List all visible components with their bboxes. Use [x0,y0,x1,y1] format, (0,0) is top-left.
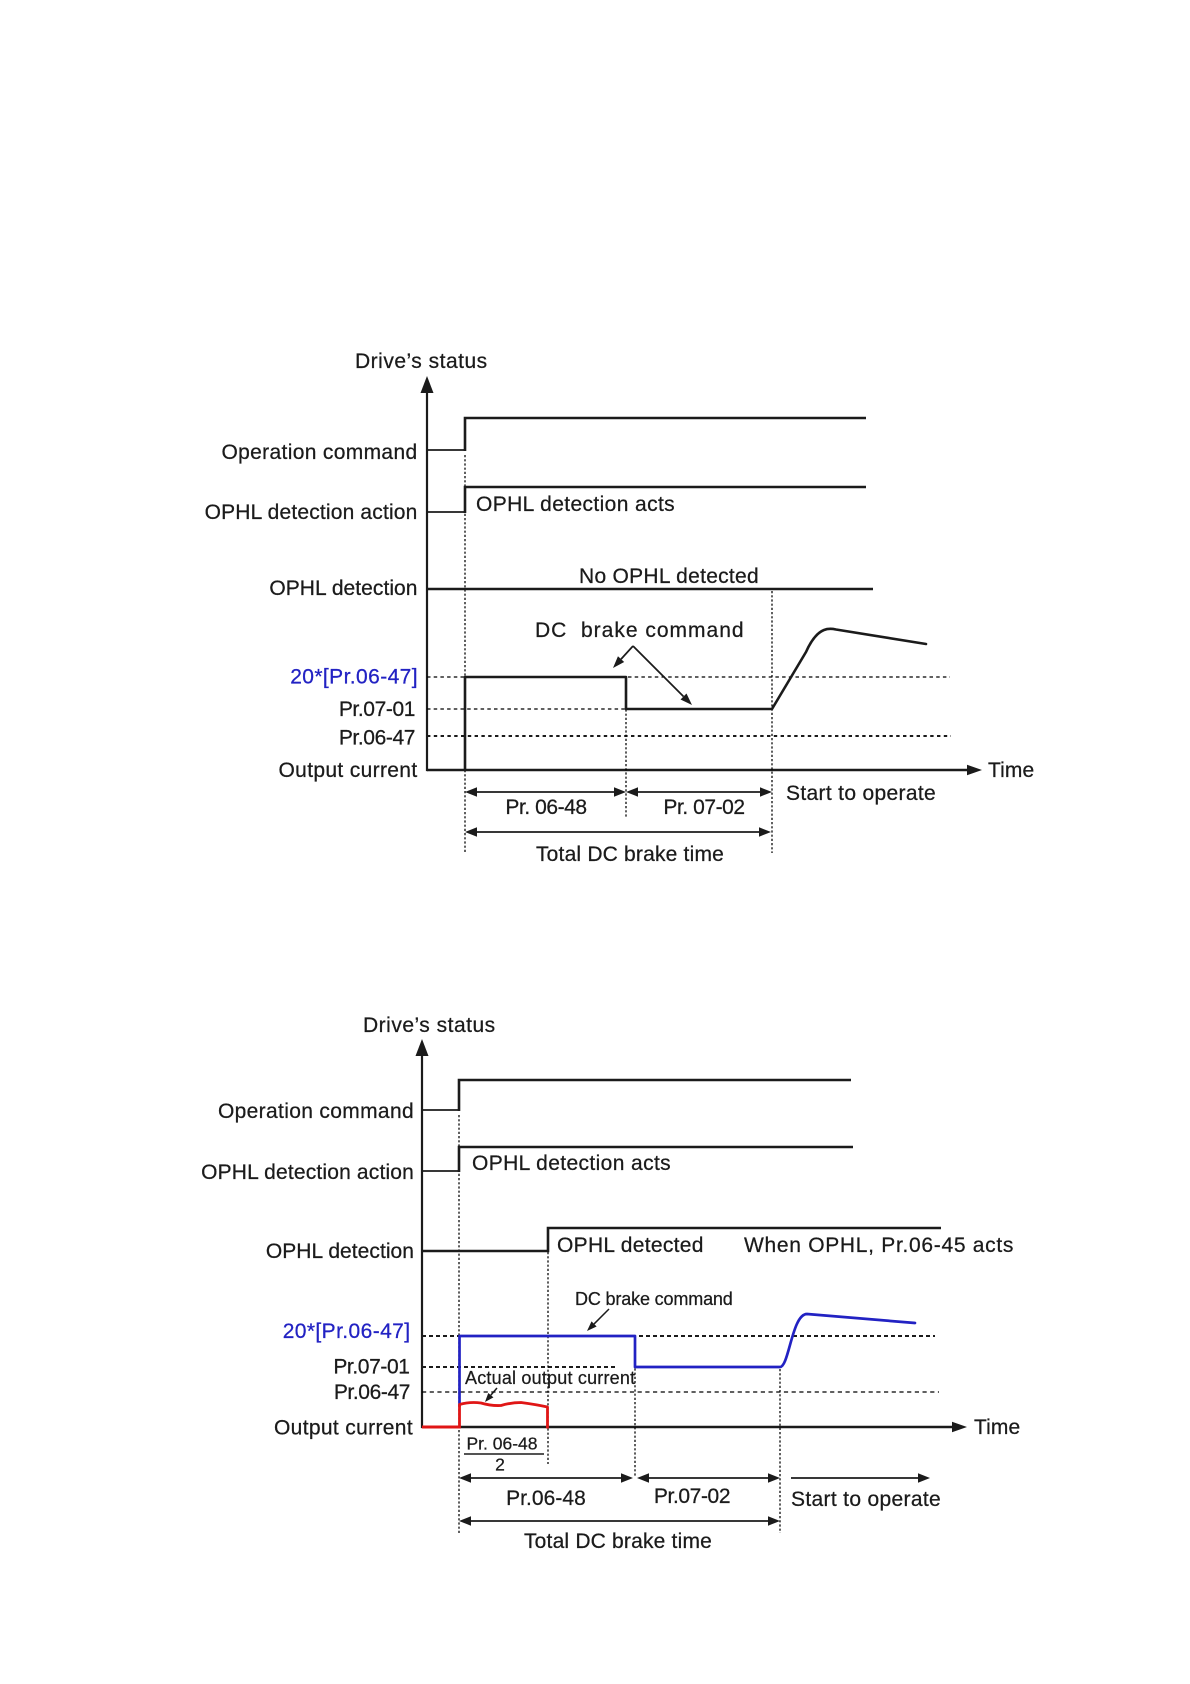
svg-text:OPHL detection: OPHL detection [269,577,417,600]
svg-text:Start to operate: Start to operate [786,782,936,805]
svg-text:OPHL detection acts: OPHL detection acts [476,493,675,516]
svg-text:Pr. 07-02: Pr. 07-02 [663,796,744,819]
svg-text:Start to operate: Start to operate [791,1488,941,1511]
svg-text:Pr. 06-48: Pr. 06-48 [466,1434,537,1454]
svg-text:When OPHL, Pr.06-45 acts: When OPHL, Pr.06-45 acts [744,1234,1014,1257]
svg-text:Pr.07-02: Pr.07-02 [654,1485,730,1508]
svg-text:Total DC brake time: Total DC brake time [536,843,724,866]
svg-text:Pr. 06-48: Pr. 06-48 [505,796,586,819]
svg-text:DC brake command: DC brake command [535,619,745,642]
svg-text:OPHL detection: OPHL detection [266,1240,414,1263]
svg-text:OPHL detection acts: OPHL detection acts [472,1152,671,1175]
svg-text:Time: Time [988,759,1034,782]
svg-text:Total DC brake time: Total DC brake time [524,1530,712,1553]
svg-text:20*[Pr.06-47]: 20*[Pr.06-47] [290,666,418,689]
svg-text:2: 2 [495,1455,505,1475]
svg-text:20*[Pr.06-47]: 20*[Pr.06-47] [283,1320,411,1343]
svg-text:Pr.06-48: Pr.06-48 [506,1487,586,1510]
svg-text:Output current: Output current [274,1417,413,1440]
svg-text:Operation command: Operation command [221,441,417,464]
svg-text:OPHL detection action: OPHL detection action [201,1161,414,1184]
svg-text:Output current: Output current [279,759,418,782]
svg-text:Drive’s status: Drive’s status [363,1014,496,1037]
svg-text:DC brake command: DC brake command [575,1289,733,1309]
svg-text:Operation command: Operation command [218,1100,414,1123]
svg-text:Pr.06-47: Pr.06-47 [339,727,415,750]
svg-text:Drive’s status: Drive’s status [355,350,488,373]
svg-text:OPHL detection action: OPHL detection action [205,501,418,524]
svg-text:Pr.07-01: Pr.07-01 [333,1356,409,1379]
svg-text:Actual output current: Actual output current [465,1368,635,1388]
svg-text:Pr.06-47: Pr.06-47 [334,1381,410,1404]
svg-text:No OPHL detected: No OPHL detected [579,565,759,588]
svg-text:Time: Time [974,1416,1020,1439]
svg-text:Pr.07-01: Pr.07-01 [339,698,415,721]
svg-text:OPHL detected: OPHL detected [557,1234,704,1257]
